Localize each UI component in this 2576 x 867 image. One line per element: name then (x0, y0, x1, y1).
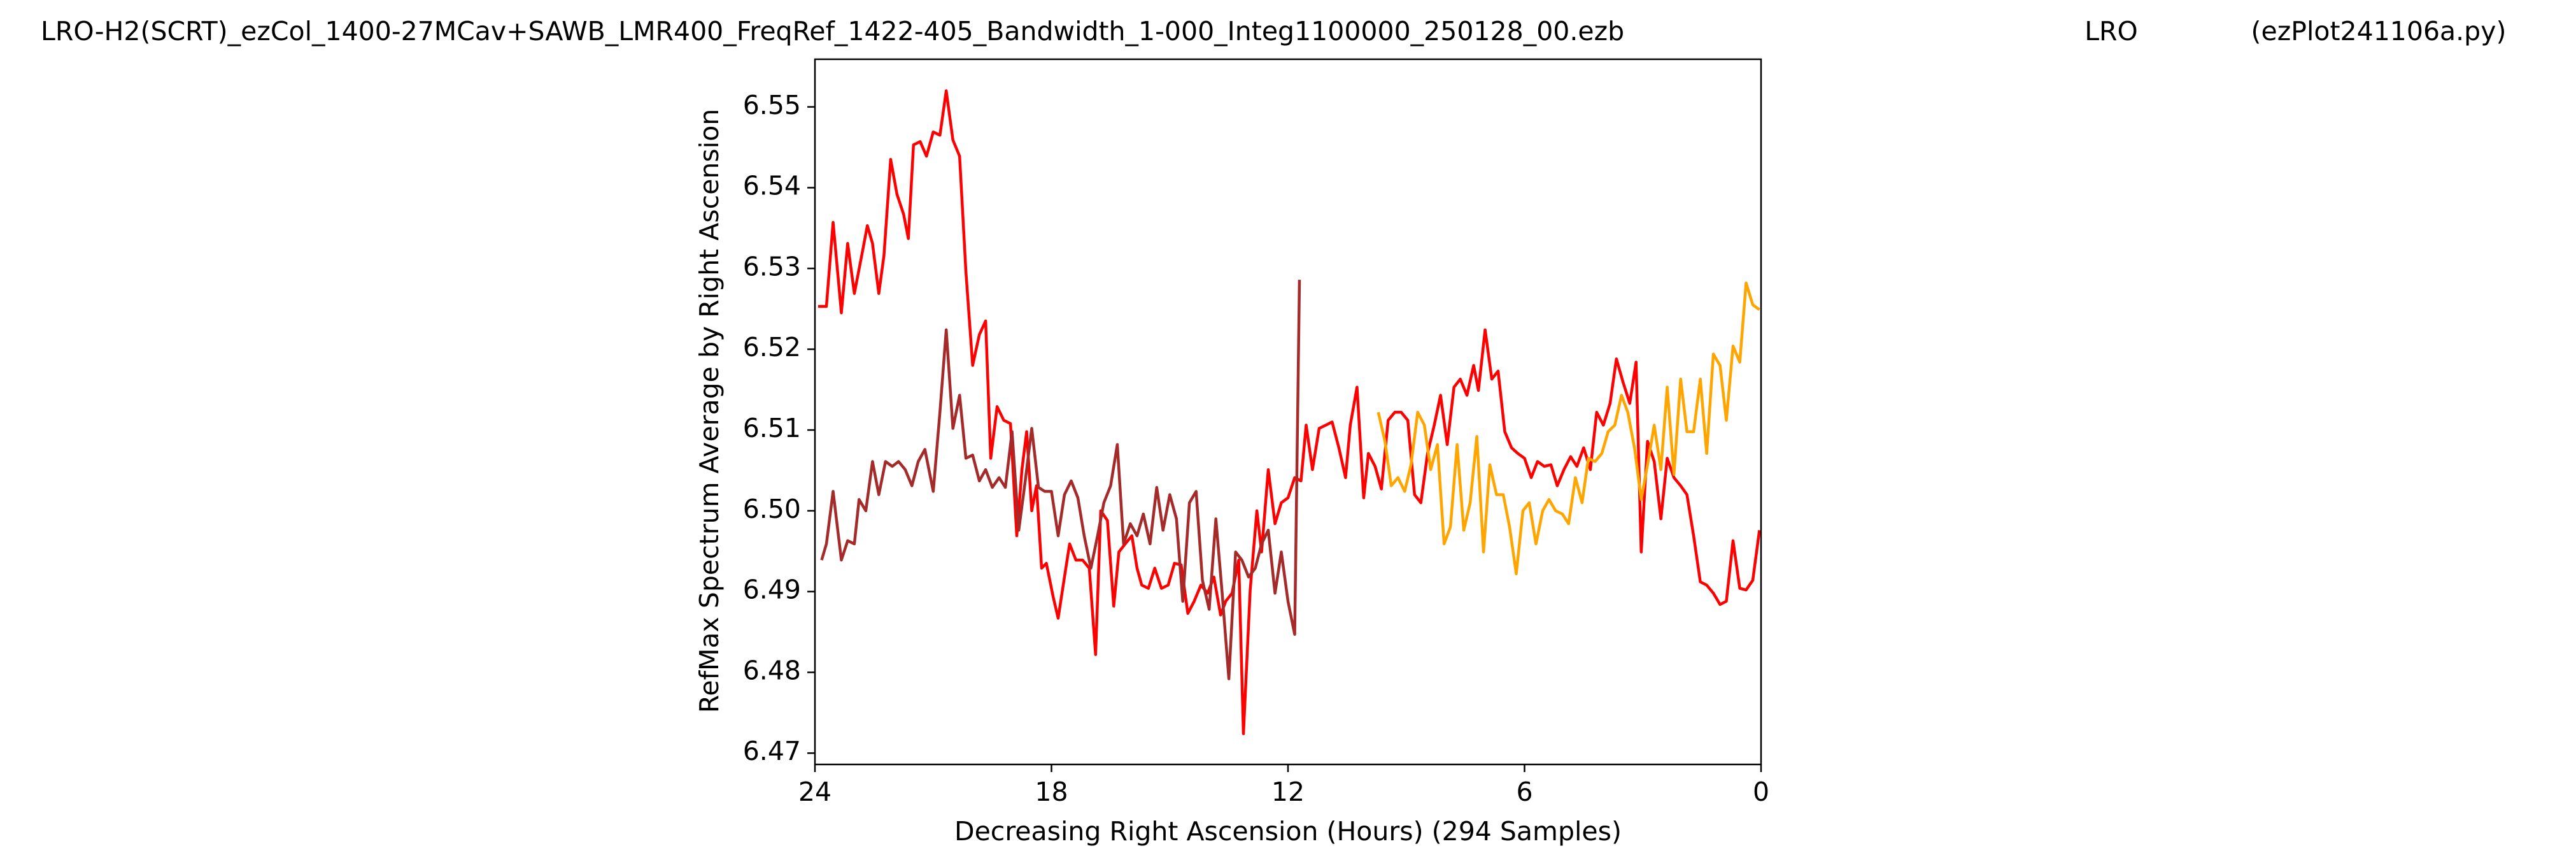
y-tick-label: 6.53 (743, 251, 801, 282)
chart-title-right: (ezPlot241106a.py) (2251, 16, 2507, 47)
x-axis-label: Decreasing Right Ascension (Hours) (294 … (954, 816, 1622, 847)
series-line (1376, 281, 1760, 575)
y-tick-label: 6.47 (743, 736, 801, 766)
y-tick-label: 6.55 (743, 90, 801, 120)
x-tick-label: 18 (1035, 777, 1068, 807)
chart-title-left: LRO-H2(SCRT)_ezCol_1400-27MCav+SAWB_LMR4… (41, 16, 1624, 47)
x-tick-label: 12 (1271, 777, 1305, 807)
chart-title: LRO (2084, 16, 2138, 47)
x-tick-label: 24 (798, 777, 832, 807)
x-tick-label: 6 (1516, 777, 1532, 807)
y-axis-label: RefMax Spectrum Average by Right Ascensi… (694, 109, 725, 713)
y-tick-label: 6.54 (743, 171, 801, 201)
plot-frame (814, 58, 1762, 766)
y-tick-label: 6.48 (743, 655, 801, 685)
y-tick-label: 6.51 (743, 413, 801, 443)
y-tick-label: 6.50 (743, 494, 801, 524)
x-tick-label: 0 (1753, 777, 1769, 807)
series-line (818, 89, 1761, 736)
y-tick-label: 6.52 (743, 332, 801, 362)
y-tick-label: 6.49 (743, 575, 801, 605)
series-line (820, 280, 1301, 680)
